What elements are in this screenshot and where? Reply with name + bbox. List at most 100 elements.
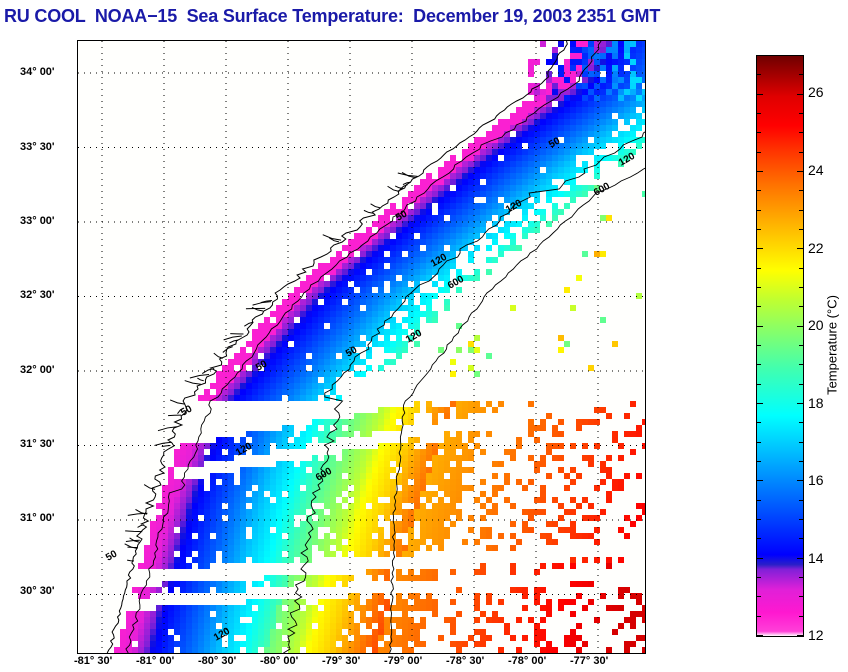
sst-pixel xyxy=(594,185,600,191)
sst-pixel xyxy=(222,527,228,533)
sst-pixel xyxy=(396,215,402,221)
sst-pixel xyxy=(642,443,645,449)
sst-pixel xyxy=(426,467,432,473)
sst-pixel xyxy=(426,497,432,503)
sst-pixel xyxy=(324,545,330,551)
sst-pixel xyxy=(174,461,180,467)
sst-pixel xyxy=(390,221,396,227)
sst-pixel xyxy=(564,125,570,131)
sst-pixel xyxy=(150,629,156,635)
sst-pixel xyxy=(492,239,498,245)
sst-pixel xyxy=(348,263,354,269)
sst-pixel xyxy=(186,587,192,593)
sst-pixel xyxy=(354,425,360,431)
sst-pixel xyxy=(378,323,384,329)
sst-pixel xyxy=(318,485,324,491)
sst-pixel xyxy=(216,485,222,491)
sst-pixel xyxy=(234,503,240,509)
sst-pixel xyxy=(198,551,204,557)
sst-pixel xyxy=(546,113,552,119)
sst-pixel xyxy=(420,257,426,263)
sst-pixel xyxy=(582,419,588,425)
sst-pixel xyxy=(306,281,312,287)
sst-pixel xyxy=(366,275,372,281)
sst-pixel xyxy=(594,167,600,173)
sst-pixel xyxy=(444,485,450,491)
sst-pixel xyxy=(210,509,216,515)
sst-pixel xyxy=(276,635,282,641)
sst-pixel xyxy=(438,407,444,413)
sst-pixel xyxy=(396,545,402,551)
sst-pixel xyxy=(330,521,336,527)
sst-pixel xyxy=(420,569,426,575)
sst-pixel xyxy=(186,527,192,533)
sst-pixel xyxy=(336,257,342,263)
sst-pixel xyxy=(426,545,432,551)
sst-pixel xyxy=(402,509,408,515)
sst-pixel xyxy=(510,221,516,227)
sst-pixel xyxy=(228,647,234,653)
sst-pixel xyxy=(408,215,414,221)
sst-pixel xyxy=(198,479,204,485)
sst-pixel xyxy=(378,455,384,461)
sst-pixel xyxy=(360,245,366,251)
sst-pixel xyxy=(450,437,456,443)
sst-pixel xyxy=(324,521,330,527)
sst-pixel xyxy=(198,611,204,617)
sst-pixel xyxy=(210,629,216,635)
sst-pixel xyxy=(624,53,630,59)
sst-pixel xyxy=(498,191,504,197)
sst-pixel xyxy=(300,539,306,545)
sst-pixel xyxy=(240,503,246,509)
sst-pixel xyxy=(276,521,282,527)
sst-pixel xyxy=(348,509,354,515)
sst-pixel xyxy=(402,611,408,617)
sst-pixel xyxy=(168,557,174,563)
sst-pixel xyxy=(432,473,438,479)
sst-pixel xyxy=(258,389,264,395)
lat-label: 30° 30' xyxy=(20,585,55,597)
sst-pixel xyxy=(336,335,342,341)
sst-pixel xyxy=(192,479,198,485)
sst-pixel xyxy=(588,47,594,53)
sst-pixel xyxy=(282,437,288,443)
sst-pixel xyxy=(408,515,414,521)
sst-pixel xyxy=(342,623,348,629)
sst-pixel xyxy=(144,593,150,599)
sst-pixel xyxy=(240,515,246,521)
sst-pixel xyxy=(282,461,288,467)
sst-pixel xyxy=(402,269,408,275)
sst-pixel xyxy=(486,509,492,515)
sst-pixel xyxy=(510,137,516,143)
sst-pixel xyxy=(120,641,126,647)
sst-pixel xyxy=(438,539,444,545)
coastline-inlet xyxy=(201,367,215,374)
sst-pixel xyxy=(228,509,234,515)
sst-pixel xyxy=(366,299,372,305)
sst-pixel xyxy=(324,317,330,323)
colorbar-tick xyxy=(797,248,803,250)
sst-pixel xyxy=(528,455,534,461)
sst-pixel xyxy=(264,497,270,503)
sst-pixel xyxy=(474,641,480,647)
colorbar-tick xyxy=(757,306,761,308)
colorbar-tick xyxy=(757,287,761,288)
sst-pixel xyxy=(456,167,462,173)
sst-pixel xyxy=(288,353,294,359)
sst-pixel xyxy=(456,461,462,467)
sst-pixel xyxy=(558,161,564,167)
sst-pixel xyxy=(474,167,480,173)
sst-pixel xyxy=(300,467,306,473)
sst-pixel xyxy=(576,473,582,479)
sst-pixel xyxy=(360,257,366,263)
sst-pixel xyxy=(336,251,342,257)
lat-label: 33° 00' xyxy=(20,215,55,227)
sst-pixel xyxy=(624,647,630,653)
sst-pixel xyxy=(552,125,558,131)
sst-pixel xyxy=(528,65,534,71)
sst-pixel xyxy=(234,551,240,557)
sst-pixel xyxy=(438,227,444,233)
sst-pixel xyxy=(306,479,312,485)
sst-pixel xyxy=(486,233,492,239)
sst-pixel xyxy=(204,587,210,593)
